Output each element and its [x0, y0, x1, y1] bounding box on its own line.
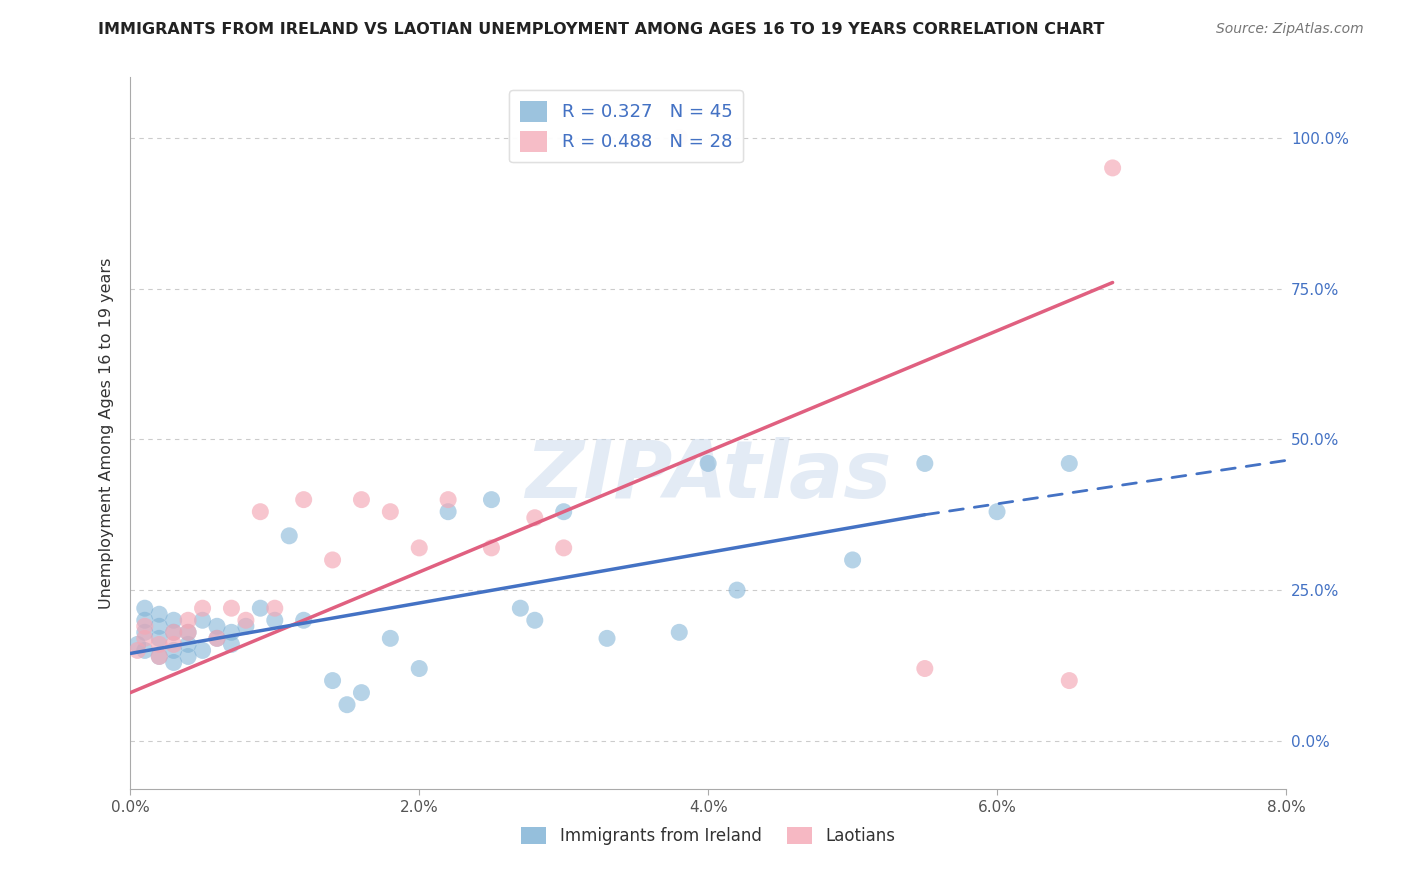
- Point: [148, 619, 170, 633]
- Point: [163, 656, 186, 670]
- Text: IMMIGRANTS FROM IRELAND VS LAOTIAN UNEMPLOYMENT AMONG AGES 16 TO 19 YEARS CORREL: IMMIGRANTS FROM IRELAND VS LAOTIAN UNEMP…: [98, 22, 1105, 37]
- Point: [553, 505, 575, 519]
- Point: [437, 505, 460, 519]
- Point: [163, 637, 186, 651]
- Point: [523, 510, 546, 524]
- Point: [191, 613, 214, 627]
- Point: [292, 492, 315, 507]
- Text: Source: ZipAtlas.com: Source: ZipAtlas.com: [1216, 22, 1364, 37]
- Text: ZIPAtlas: ZIPAtlas: [524, 437, 891, 515]
- Point: [437, 492, 460, 507]
- Point: [263, 601, 285, 615]
- Point: [350, 686, 373, 700]
- Point: [249, 505, 271, 519]
- Point: [481, 492, 503, 507]
- Point: [408, 661, 430, 675]
- Point: [177, 649, 200, 664]
- Point: [148, 607, 170, 622]
- Point: [134, 601, 156, 615]
- Point: [134, 643, 156, 657]
- Point: [322, 673, 344, 688]
- Point: [986, 505, 1008, 519]
- Point: [1059, 457, 1081, 471]
- Point: [221, 625, 243, 640]
- Point: [205, 632, 228, 646]
- Point: [134, 619, 156, 633]
- Point: [191, 601, 214, 615]
- Point: [380, 505, 402, 519]
- Point: [278, 529, 301, 543]
- Point: [177, 625, 200, 640]
- Point: [205, 632, 228, 646]
- Point: [553, 541, 575, 555]
- Point: [127, 643, 149, 657]
- Point: [148, 637, 170, 651]
- Point: [336, 698, 359, 712]
- Point: [163, 643, 186, 657]
- Legend: R = 0.327   N = 45, R = 0.488   N = 28: R = 0.327 N = 45, R = 0.488 N = 28: [509, 90, 744, 162]
- Point: [177, 637, 200, 651]
- Point: [148, 649, 170, 664]
- Point: [134, 613, 156, 627]
- Point: [322, 553, 344, 567]
- Point: [177, 613, 200, 627]
- Point: [263, 613, 285, 627]
- Point: [221, 601, 243, 615]
- Point: [249, 601, 271, 615]
- Point: [148, 649, 170, 664]
- Point: [481, 541, 503, 555]
- Point: [408, 541, 430, 555]
- Point: [668, 625, 690, 640]
- Point: [523, 613, 546, 627]
- Point: [292, 613, 315, 627]
- Point: [235, 613, 257, 627]
- Point: [235, 619, 257, 633]
- Point: [148, 632, 170, 646]
- Point: [163, 625, 186, 640]
- Point: [134, 625, 156, 640]
- Y-axis label: Unemployment Among Ages 16 to 19 years: Unemployment Among Ages 16 to 19 years: [100, 258, 114, 609]
- Point: [1059, 673, 1081, 688]
- Point: [350, 492, 373, 507]
- Point: [841, 553, 863, 567]
- Point: [127, 637, 149, 651]
- Point: [134, 632, 156, 646]
- Point: [596, 632, 619, 646]
- Point: [668, 130, 690, 145]
- Point: [509, 601, 531, 615]
- Point: [914, 457, 936, 471]
- Point: [1101, 161, 1123, 175]
- Point: [205, 619, 228, 633]
- Point: [380, 632, 402, 646]
- Point: [177, 625, 200, 640]
- Point: [221, 637, 243, 651]
- Point: [163, 625, 186, 640]
- Point: [914, 661, 936, 675]
- Point: [725, 583, 748, 598]
- Point: [191, 643, 214, 657]
- Point: [697, 457, 720, 471]
- Point: [163, 613, 186, 627]
